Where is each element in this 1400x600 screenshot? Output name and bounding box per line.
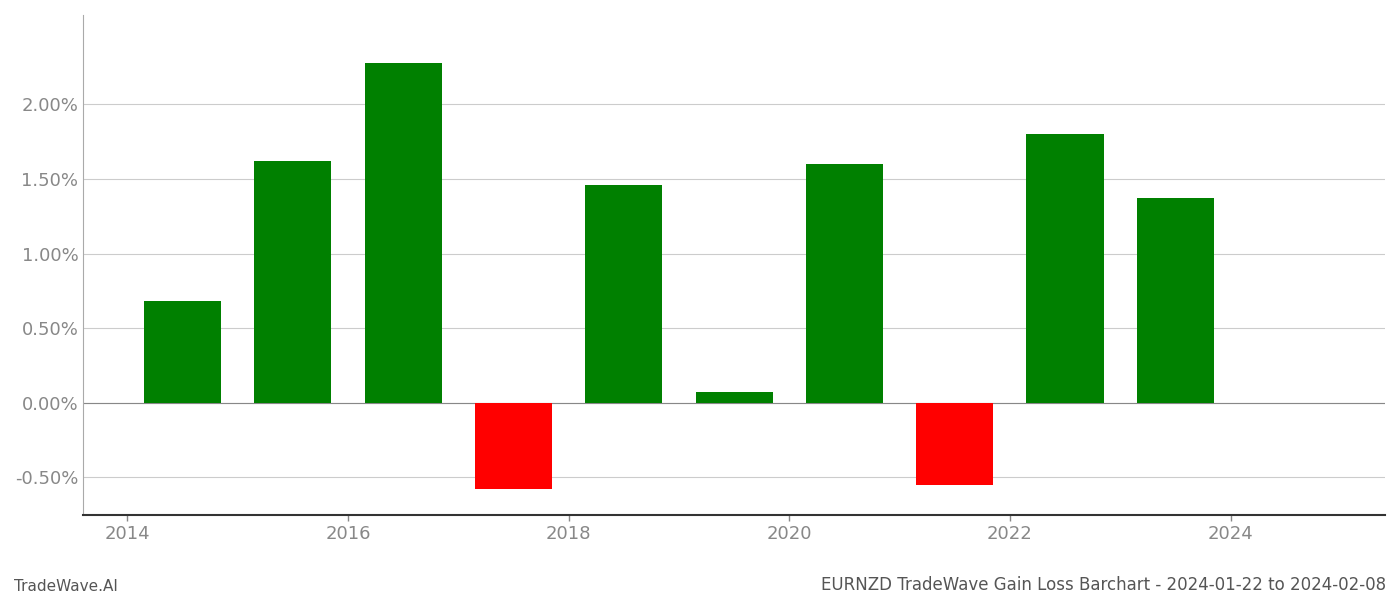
Bar: [364, 63, 442, 403]
Bar: [1026, 134, 1103, 403]
Bar: [585, 185, 662, 403]
Bar: [806, 164, 883, 403]
Bar: [475, 403, 552, 489]
Bar: [916, 403, 994, 485]
Bar: [1137, 199, 1214, 403]
Bar: [255, 161, 332, 403]
Bar: [144, 301, 221, 403]
Text: EURNZD TradeWave Gain Loss Barchart - 2024-01-22 to 2024-02-08: EURNZD TradeWave Gain Loss Barchart - 20…: [820, 576, 1386, 594]
Text: TradeWave.AI: TradeWave.AI: [14, 579, 118, 594]
Bar: [696, 392, 773, 403]
